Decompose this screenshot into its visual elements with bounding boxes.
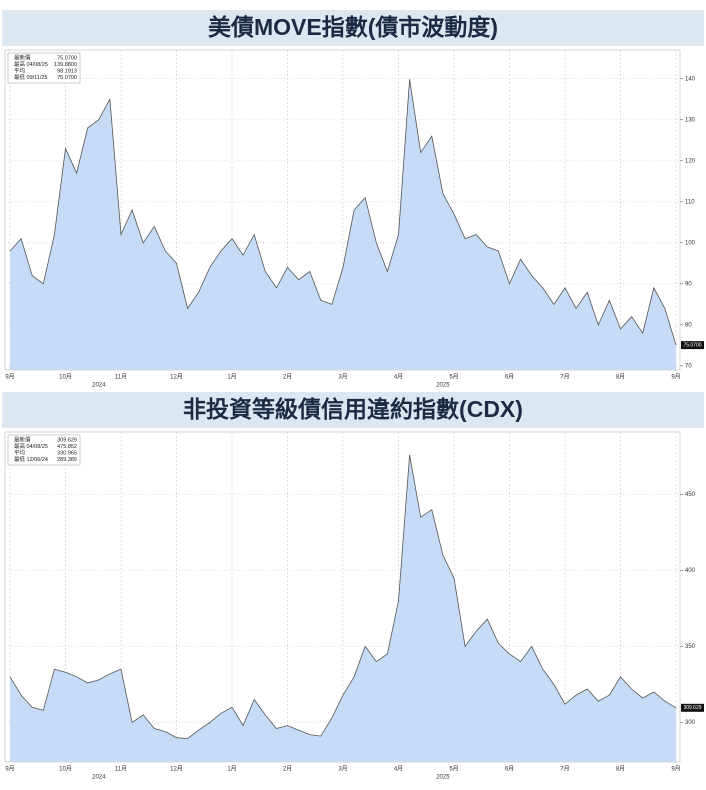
x-tick-label: 5月 xyxy=(449,766,458,773)
x-tick-label: 4月 xyxy=(394,766,403,773)
x-tick-label: 5月 xyxy=(449,374,458,381)
legend-label: 最高 04/08/25 xyxy=(14,442,48,450)
y-tick-label: 80 xyxy=(685,322,692,328)
x-tick-label: 4月 xyxy=(394,374,403,381)
title-banner xyxy=(2,392,704,428)
chart-title: 美債MOVE指數(債市波動度) xyxy=(208,14,498,40)
legend-box xyxy=(7,52,81,84)
x-tick-label: 8月 xyxy=(616,374,625,381)
y-tick-label: 450 xyxy=(685,492,696,498)
chart-title: 非投資等級債信用違約指數(CDX) xyxy=(183,396,523,422)
x-tick-label: 1月 xyxy=(227,374,236,381)
y-tick-label: 300 xyxy=(685,720,696,726)
legend-label: 平均 xyxy=(14,448,26,456)
legend-label: 最低 12/06/24 xyxy=(14,455,48,463)
x-tick-label: 2月 xyxy=(283,766,292,773)
x-tick-label: 7月 xyxy=(560,374,569,381)
y-tick-label: 400 xyxy=(685,568,696,574)
x-tick-label: 9月 xyxy=(671,766,680,773)
y-tick-label: 140 xyxy=(685,76,696,82)
y-tick-label: 110 xyxy=(685,199,695,205)
y-tick-label: 350 xyxy=(685,644,696,650)
last-value-label: 309.629 xyxy=(683,705,701,711)
x-tick-label: 10月 xyxy=(59,374,72,381)
x-tick-label: 11月 xyxy=(115,766,127,773)
x-tick-label: 6月 xyxy=(505,766,514,773)
legend-label: 最新價 xyxy=(14,53,31,61)
last-value-label: 75.0700 xyxy=(683,342,701,348)
y-tick-label: 130 xyxy=(685,117,696,123)
legend-label: 平均 xyxy=(14,66,26,74)
title-banner xyxy=(2,10,704,46)
x-tick-label: 1月 xyxy=(227,766,236,773)
area-fill xyxy=(10,455,676,762)
legend-label: 最低 09/11/25 xyxy=(14,73,48,81)
year-label: 2024 xyxy=(92,383,106,389)
legend-value: 75.0700 xyxy=(57,55,77,61)
y-tick-label: 100 xyxy=(685,240,696,246)
x-tick-label: 7月 xyxy=(560,766,569,773)
x-tick-label: 3月 xyxy=(338,766,347,773)
x-tick-label: 6月 xyxy=(505,374,514,381)
area-line xyxy=(9,79,677,346)
x-tick-label: 10月 xyxy=(59,766,72,773)
x-tick-label: 8月 xyxy=(616,766,625,773)
y-tick-label: 90 xyxy=(685,281,692,287)
year-label: 2025 xyxy=(436,383,450,389)
legend-value: 309.629 xyxy=(57,437,77,443)
legend-label: 最高 04/08/25 xyxy=(14,60,48,68)
legend-value: 475.852 xyxy=(57,444,77,450)
x-tick-label: 12月 xyxy=(170,766,183,773)
year-label: 2024 xyxy=(92,775,106,781)
x-tick-label: 3月 xyxy=(338,374,347,381)
area-fill xyxy=(10,79,676,370)
y-tick-label: 120 xyxy=(685,158,696,164)
legend-value: 98.1913 xyxy=(57,68,77,74)
legend-label: 最新價 xyxy=(14,435,31,443)
last-value-box xyxy=(681,703,704,712)
legend-box xyxy=(7,434,81,466)
x-tick-label: 11月 xyxy=(115,374,127,381)
x-tick-label: 9月 xyxy=(671,374,680,381)
x-tick-label: 2月 xyxy=(283,374,292,381)
area-line xyxy=(9,454,677,740)
x-tick-label: 12月 xyxy=(170,374,183,381)
year-label: 2025 xyxy=(436,775,450,781)
x-tick-label: 9月 xyxy=(5,766,14,773)
legend-value: 139.8800 xyxy=(54,62,77,68)
x-tick-label: 9月 xyxy=(5,374,14,381)
legend-value: 330.965 xyxy=(57,450,77,456)
legend-value: 75.0700 xyxy=(57,75,77,81)
legend-value: 289.389 xyxy=(57,457,77,463)
y-tick-label: 70 xyxy=(685,363,692,369)
last-value-box xyxy=(681,341,704,350)
